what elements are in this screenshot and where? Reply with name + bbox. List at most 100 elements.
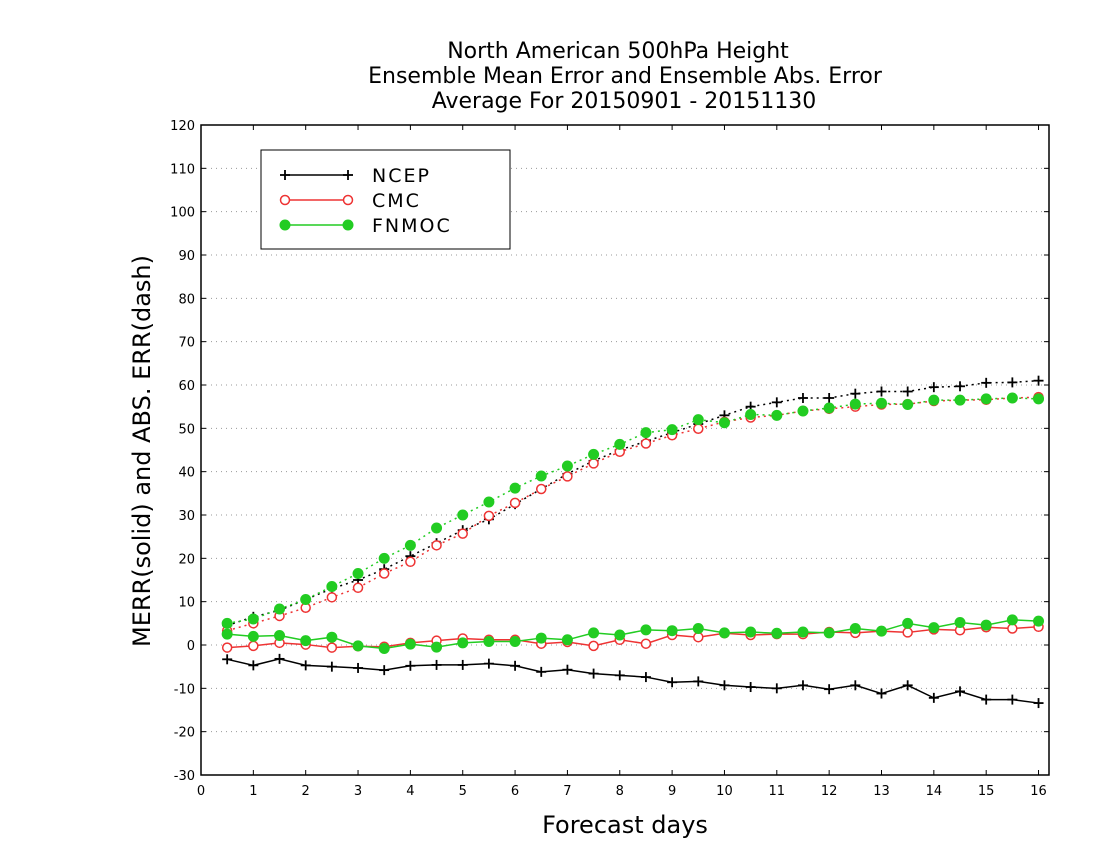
point-ncep-abs-error xyxy=(876,386,887,397)
point-ncep-abs-error xyxy=(771,397,782,408)
point-ncep-mean-error xyxy=(483,658,494,669)
point-ncep-mean-error xyxy=(300,660,311,671)
point-fnmoc-abs-error xyxy=(378,552,390,564)
point-fnmoc-mean-error xyxy=(221,628,233,640)
point-fnmoc-mean-error xyxy=(875,625,887,637)
point-ncep-mean-error xyxy=(902,680,913,691)
x-tick-label: 14 xyxy=(926,784,943,799)
point-fnmoc-mean-error xyxy=(535,632,547,644)
x-tick-label: 4 xyxy=(406,784,414,799)
point-ncep-mean-error xyxy=(457,659,468,670)
point-ncep-mean-error xyxy=(1033,698,1044,709)
series-ncep-abs-error-line xyxy=(226,379,1039,627)
point-fnmoc-abs-error xyxy=(1006,392,1018,404)
legend-swatches xyxy=(279,170,354,231)
point-cmc-mean-error xyxy=(640,638,652,649)
point-ncep-mean-error xyxy=(955,686,966,697)
point-ncep-mean-error xyxy=(326,661,337,672)
y-tick-label: 0 xyxy=(187,639,195,654)
point-fnmoc-abs-error xyxy=(221,617,233,629)
y-tick-label: 60 xyxy=(178,379,195,394)
point-fnmoc-abs-error xyxy=(902,399,914,410)
point-fnmoc-mean-error xyxy=(352,640,364,652)
point-cmc-abs-error xyxy=(562,471,573,482)
x-tick-label: 9 xyxy=(668,784,676,799)
point-fnmoc-abs-error xyxy=(614,438,626,450)
point-fnmoc-abs-error xyxy=(797,405,809,417)
point-ncep-abs-error xyxy=(928,382,939,393)
point-cmc-abs-error xyxy=(457,528,468,539)
point-cmc-abs-error xyxy=(326,592,338,603)
point-fnmoc-mean-error xyxy=(588,627,600,639)
point-ncep-abs-error xyxy=(902,386,913,397)
y-tick-label: 110 xyxy=(170,162,195,177)
y-tick-label: -30 xyxy=(174,769,195,784)
point-ncep-abs-error xyxy=(981,377,992,388)
y-tick-label: 90 xyxy=(178,249,195,264)
point-ncep-mean-error xyxy=(797,680,808,691)
point-cmc-abs-error xyxy=(535,483,547,495)
point-fnmoc-mean-error xyxy=(404,638,416,650)
point-cmc-mean-error xyxy=(902,627,913,638)
point-ncep-mean-error xyxy=(981,694,992,705)
point-fnmoc-abs-error xyxy=(771,409,783,421)
x-tick-label: 10 xyxy=(716,784,733,799)
point-cmc-abs-error xyxy=(588,458,599,469)
point-fnmoc-abs-error xyxy=(875,397,887,409)
legend: NCEP CMC FNMOC xyxy=(260,149,511,250)
x-tick-label: 8 xyxy=(616,784,624,799)
x-tick-label: 1 xyxy=(249,784,257,799)
legend-marker-ncep-end xyxy=(343,170,353,180)
point-cmc-abs-error xyxy=(352,582,364,594)
point-fnmoc-abs-error xyxy=(300,594,312,605)
point-ncep-mean-error xyxy=(693,676,704,687)
x-axis-label: Forecast days xyxy=(542,811,708,839)
point-fnmoc-abs-error xyxy=(745,408,757,420)
legend-label-fnmoc: FNMOC xyxy=(372,215,452,237)
point-fnmoc-mean-error xyxy=(823,627,835,639)
point-ncep-mean-error xyxy=(222,654,233,665)
point-ncep-mean-error xyxy=(640,672,651,683)
point-fnmoc-mean-error xyxy=(431,641,443,653)
point-fnmoc-mean-error xyxy=(274,629,286,641)
x-tick-label: 16 xyxy=(1030,784,1047,799)
y-tick-label: 120 xyxy=(170,119,195,134)
point-ncep-mean-error xyxy=(353,662,364,673)
point-fnmoc-mean-error xyxy=(326,631,338,643)
y-axis-label: MERR(solid) and ABS. ERR(dash) xyxy=(128,255,156,647)
point-ncep-abs-error xyxy=(955,381,966,392)
point-fnmoc-abs-error xyxy=(326,581,338,592)
point-ncep-mean-error xyxy=(850,680,861,691)
y-tick-label: 50 xyxy=(178,422,195,437)
x-tick-label: 15 xyxy=(978,784,995,799)
x-tick-label: 6 xyxy=(511,784,519,799)
point-fnmoc-mean-error xyxy=(666,625,678,637)
legend-label-ncep: NCEP xyxy=(372,165,431,187)
point-ncep-mean-error xyxy=(562,664,573,675)
x-tick-label: 2 xyxy=(302,784,310,799)
y-tick-label: 20 xyxy=(178,552,195,567)
point-fnmoc-mean-error xyxy=(692,623,704,635)
point-fnmoc-abs-error xyxy=(561,460,573,472)
point-fnmoc-abs-error xyxy=(352,568,364,579)
point-fnmoc-mean-error xyxy=(378,642,390,654)
point-ncep-mean-error xyxy=(667,677,678,688)
point-fnmoc-mean-error xyxy=(483,636,495,648)
y-tick-label: 100 xyxy=(170,206,195,221)
point-fnmoc-mean-error xyxy=(300,635,312,647)
point-cmc-mean-error xyxy=(588,640,599,652)
point-ncep-mean-error xyxy=(536,666,547,677)
x-tick-label: 7 xyxy=(563,784,571,799)
point-fnmoc-mean-error xyxy=(247,630,259,642)
x-tick-label: 5 xyxy=(459,784,467,799)
point-ncep-mean-error xyxy=(928,692,939,703)
point-ncep-mean-error xyxy=(588,668,599,679)
point-ncep-mean-error xyxy=(745,682,756,693)
series-layer xyxy=(221,375,1045,709)
chart-title-line-3: Average For 20150901 - 20151130 xyxy=(432,89,817,114)
y-tick-label: -10 xyxy=(174,682,195,697)
point-fnmoc-mean-error xyxy=(718,627,730,639)
point-fnmoc-mean-error xyxy=(902,617,914,629)
point-cmc-mean-error xyxy=(693,631,704,643)
